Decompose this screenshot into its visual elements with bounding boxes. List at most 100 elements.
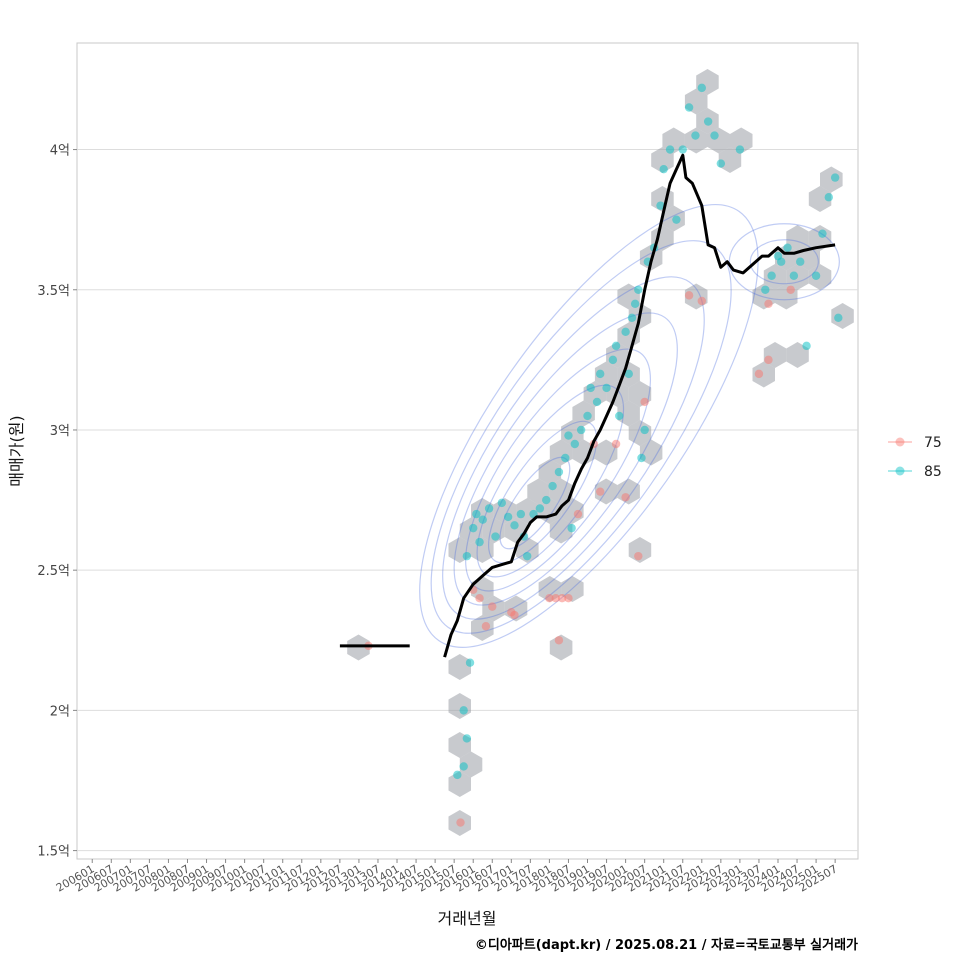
data-point-75 bbox=[764, 355, 773, 365]
data-point-85 bbox=[586, 383, 595, 393]
hex-bin bbox=[448, 654, 471, 680]
hex-bin bbox=[752, 361, 775, 388]
data-point-75 bbox=[640, 397, 649, 407]
data-point-75 bbox=[684, 291, 694, 300]
data-point-85 bbox=[710, 131, 719, 140]
data-point-85 bbox=[472, 509, 481, 519]
data-point-85 bbox=[637, 453, 646, 463]
data-point-85 bbox=[703, 117, 713, 126]
data-point-85 bbox=[491, 532, 500, 541]
y-tick-label: 1.5억 bbox=[37, 845, 70, 860]
x-axis-title: 거래년월 bbox=[438, 909, 497, 928]
plot-panel bbox=[76, 42, 859, 860]
data-point-75 bbox=[481, 622, 491, 631]
data-point-85 bbox=[776, 257, 786, 266]
data-point-75 bbox=[475, 594, 484, 603]
y-tick-label: 2.5억 bbox=[37, 564, 70, 579]
data-point-85 bbox=[621, 327, 630, 337]
hex-bin bbox=[684, 127, 708, 154]
hex-bin bbox=[572, 400, 595, 427]
data-point-75 bbox=[754, 369, 764, 379]
data-point-85 bbox=[672, 215, 681, 224]
data-point-75 bbox=[611, 439, 621, 449]
data-point-75 bbox=[697, 296, 706, 306]
data-point-85 bbox=[830, 173, 840, 182]
hex-bin bbox=[808, 186, 832, 212]
hex-bin bbox=[820, 166, 843, 193]
data-point-85 bbox=[554, 467, 564, 477]
data-point-85 bbox=[659, 164, 668, 174]
data-point-85 bbox=[459, 706, 468, 715]
hex-bin bbox=[538, 459, 562, 485]
data-point-85 bbox=[453, 770, 462, 780]
data-point-85 bbox=[802, 341, 811, 351]
density-contour bbox=[749, 239, 819, 285]
y-tick-label: 3억 bbox=[50, 424, 70, 439]
data-point-75 bbox=[564, 594, 573, 603]
data-point-85 bbox=[592, 397, 602, 407]
legend-label: 85 bbox=[924, 464, 942, 480]
density-contour bbox=[453, 312, 678, 606]
y-tick-label: 2억 bbox=[50, 704, 70, 719]
data-point-85 bbox=[824, 193, 833, 202]
data-point-85 bbox=[624, 369, 633, 379]
x-axis-ticks: 2006012006072007012007072008012008072009… bbox=[54, 859, 840, 895]
hex-bin bbox=[549, 517, 573, 544]
y-axis-title: 매매가(원) bbox=[7, 415, 26, 486]
hex-bin bbox=[594, 478, 618, 505]
data-point-85 bbox=[462, 551, 472, 561]
trend-line-segment bbox=[443, 153, 836, 658]
y-axis-ticks: 1.5억 2억 2.5억 3억 3.5억 4억 bbox=[37, 144, 77, 860]
y-tick-label: 4억 bbox=[50, 144, 70, 159]
data-point-85 bbox=[608, 355, 618, 365]
data-point-85 bbox=[611, 341, 621, 351]
hex-bin bbox=[347, 634, 370, 661]
data-point-85 bbox=[542, 495, 551, 505]
hex-bin bbox=[651, 147, 674, 173]
data-point-85 bbox=[510, 521, 519, 530]
data-point-75 bbox=[596, 487, 605, 496]
data-point-85 bbox=[503, 512, 513, 522]
data-point-85 bbox=[811, 271, 821, 280]
data-point-85 bbox=[567, 523, 576, 533]
legend-key-point bbox=[895, 466, 905, 476]
data-point-85 bbox=[475, 537, 484, 547]
data-point-85 bbox=[767, 271, 776, 280]
data-point-85 bbox=[465, 658, 475, 667]
hex-bin bbox=[786, 342, 809, 368]
data-point-75 bbox=[764, 299, 773, 308]
data-point-85 bbox=[570, 439, 580, 449]
hex-bin bbox=[561, 420, 584, 446]
data-point-85 bbox=[634, 285, 643, 294]
data-point-85 bbox=[834, 313, 843, 323]
hex-bin bbox=[831, 303, 854, 329]
density-contour bbox=[442, 276, 705, 620]
data-point-85 bbox=[564, 431, 573, 440]
data-points bbox=[364, 83, 843, 827]
y-tick-label: 3.5억 bbox=[37, 284, 70, 299]
data-point-85 bbox=[796, 257, 805, 266]
data-point-85 bbox=[561, 453, 570, 463]
data-point-75 bbox=[557, 594, 567, 603]
data-point-85 bbox=[522, 551, 532, 561]
data-point-85 bbox=[665, 145, 675, 154]
data-point-75 bbox=[634, 551, 643, 561]
data-point-85 bbox=[478, 515, 487, 524]
data-point-75 bbox=[621, 493, 630, 502]
data-point-85 bbox=[630, 299, 640, 308]
data-point-75 bbox=[545, 594, 554, 603]
data-point-85 bbox=[583, 411, 592, 421]
data-point-85 bbox=[735, 145, 745, 154]
data-point-85 bbox=[548, 481, 557, 491]
data-point-85 bbox=[697, 83, 706, 93]
hex-bin bbox=[786, 225, 809, 251]
data-point-85 bbox=[656, 201, 665, 210]
data-point-75 bbox=[573, 509, 583, 519]
data-point-85 bbox=[789, 271, 799, 280]
hex-bin bbox=[594, 361, 618, 388]
data-point-85 bbox=[783, 243, 792, 252]
density-contour bbox=[728, 223, 840, 301]
data-point-85 bbox=[761, 285, 770, 294]
data-point-75 bbox=[488, 602, 497, 611]
